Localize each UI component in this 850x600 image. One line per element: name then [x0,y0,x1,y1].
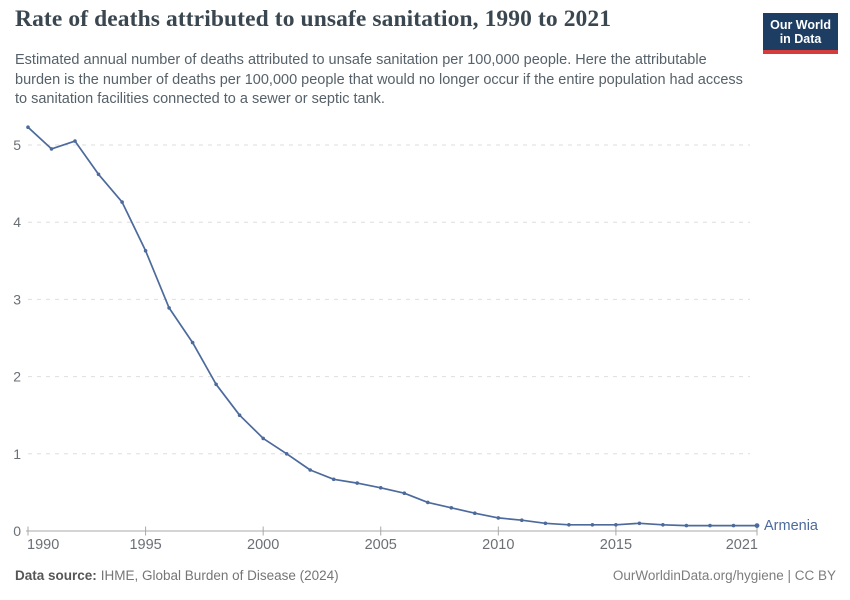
data-point [496,516,501,520]
data-point [449,506,454,510]
data-point [708,523,712,528]
footer: Data source: IHME, Global Burden of Disea… [15,568,836,583]
data-point [26,125,30,129]
y-axis-tick-label: 1 [13,446,21,462]
data-point [143,249,148,253]
page-title: Rate of deaths attributed to unsafe sani… [15,6,612,32]
owid-logo-line1: Our World [770,18,831,32]
data-point [614,523,618,527]
y-axis-tick-label: 4 [13,214,21,230]
data-point [378,486,383,490]
data-point [637,521,642,526]
y-axis-tick-label: 0 [13,523,21,539]
data-point [684,523,689,528]
data-point [49,147,54,151]
series-line-armenia[interactable] [27,126,758,527]
owid-logo[interactable]: Our World in Data [763,13,838,54]
data-point [120,200,124,204]
owid-logo-line2: in Data [779,32,822,46]
data-point [426,500,430,505]
data-source-label: Data source: [15,568,97,583]
data-point [308,468,313,472]
x-axis-tick-label: 2015 [600,537,632,553]
chart-subtitle: Estimated annual number of deaths attrib… [15,52,743,108]
data-point [237,413,242,418]
data-point [284,452,289,456]
data-point [590,523,595,527]
data-point [167,306,171,310]
data-point [520,518,524,522]
series-label-armenia[interactable]: Armenia [764,518,819,534]
data-source-note: Data source: IHME, Global Burden of Disea… [15,568,339,583]
data-point [661,523,665,527]
data-point [214,382,218,387]
data-point [355,481,360,485]
y-axis-tick-label: 3 [13,291,21,307]
data-point [567,523,571,527]
data-point [754,523,760,528]
data-source-value: IHME, Global Burden of Disease (2024) [100,568,339,583]
x-axis-tick-label: 1995 [129,537,161,553]
y-axis-tick-label: 2 [13,369,21,385]
data-point [73,139,77,143]
data-point [96,172,101,177]
data-point [473,511,477,515]
data-point [261,436,266,441]
data-point [331,477,336,482]
x-axis-tick-label: 2005 [365,537,397,553]
data-point [402,491,407,496]
x-axis-tick-label: 2021 [726,537,758,553]
credit-link[interactable]: OurWorldinData.org/hygiene | CC BY [612,568,836,583]
data-point [543,521,548,526]
y-axis-tick-label: 5 [13,137,21,153]
x-axis-tick-label: 1990 [27,537,59,553]
x-axis-tick-label: 2000 [247,537,279,553]
data-point [190,340,195,345]
data-point [731,523,736,528]
x-axis-tick-label: 2010 [482,537,514,553]
